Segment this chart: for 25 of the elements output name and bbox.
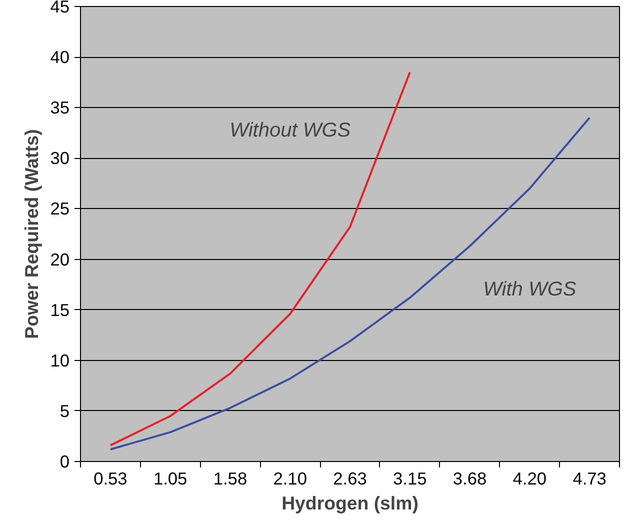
- y-tick-label: 30: [50, 148, 70, 168]
- line-series: [109, 71, 411, 446]
- y-tick-label: 35: [50, 98, 70, 118]
- y-tick-label: 45: [50, 0, 70, 16]
- x-tick-label: 0.53: [94, 468, 128, 488]
- y-tick-label: 20: [50, 249, 70, 270]
- y-axis-title: Power Required (Watts): [21, 129, 42, 339]
- y-tick-label: 15: [50, 300, 70, 320]
- x-tick-label: 1.05: [153, 468, 188, 488]
- x-tick-label: 4.73: [572, 468, 606, 488]
- line-series: [109, 116, 591, 450]
- x-tick-label: 2.63: [333, 468, 367, 488]
- series-label: Without WGS: [230, 120, 352, 142]
- x-tick-label: 3.68: [452, 468, 487, 488]
- y-tick-label: 40: [50, 47, 70, 68]
- series-label: With WGS: [483, 278, 577, 301]
- y-tick-label: 5: [60, 400, 70, 421]
- x-tick-label: 1.58: [213, 468, 248, 488]
- y-tick-label: 25: [50, 198, 70, 219]
- x-tick-label: 3.15: [393, 468, 427, 488]
- y-tick-label: 10: [50, 350, 70, 370]
- y-tick-label: 0: [60, 452, 70, 472]
- x-tick-label: 2.10: [273, 468, 307, 488]
- x-axis-title: Hydrogen (slm): [282, 492, 418, 514]
- x-tick-label: 4.20: [512, 468, 547, 488]
